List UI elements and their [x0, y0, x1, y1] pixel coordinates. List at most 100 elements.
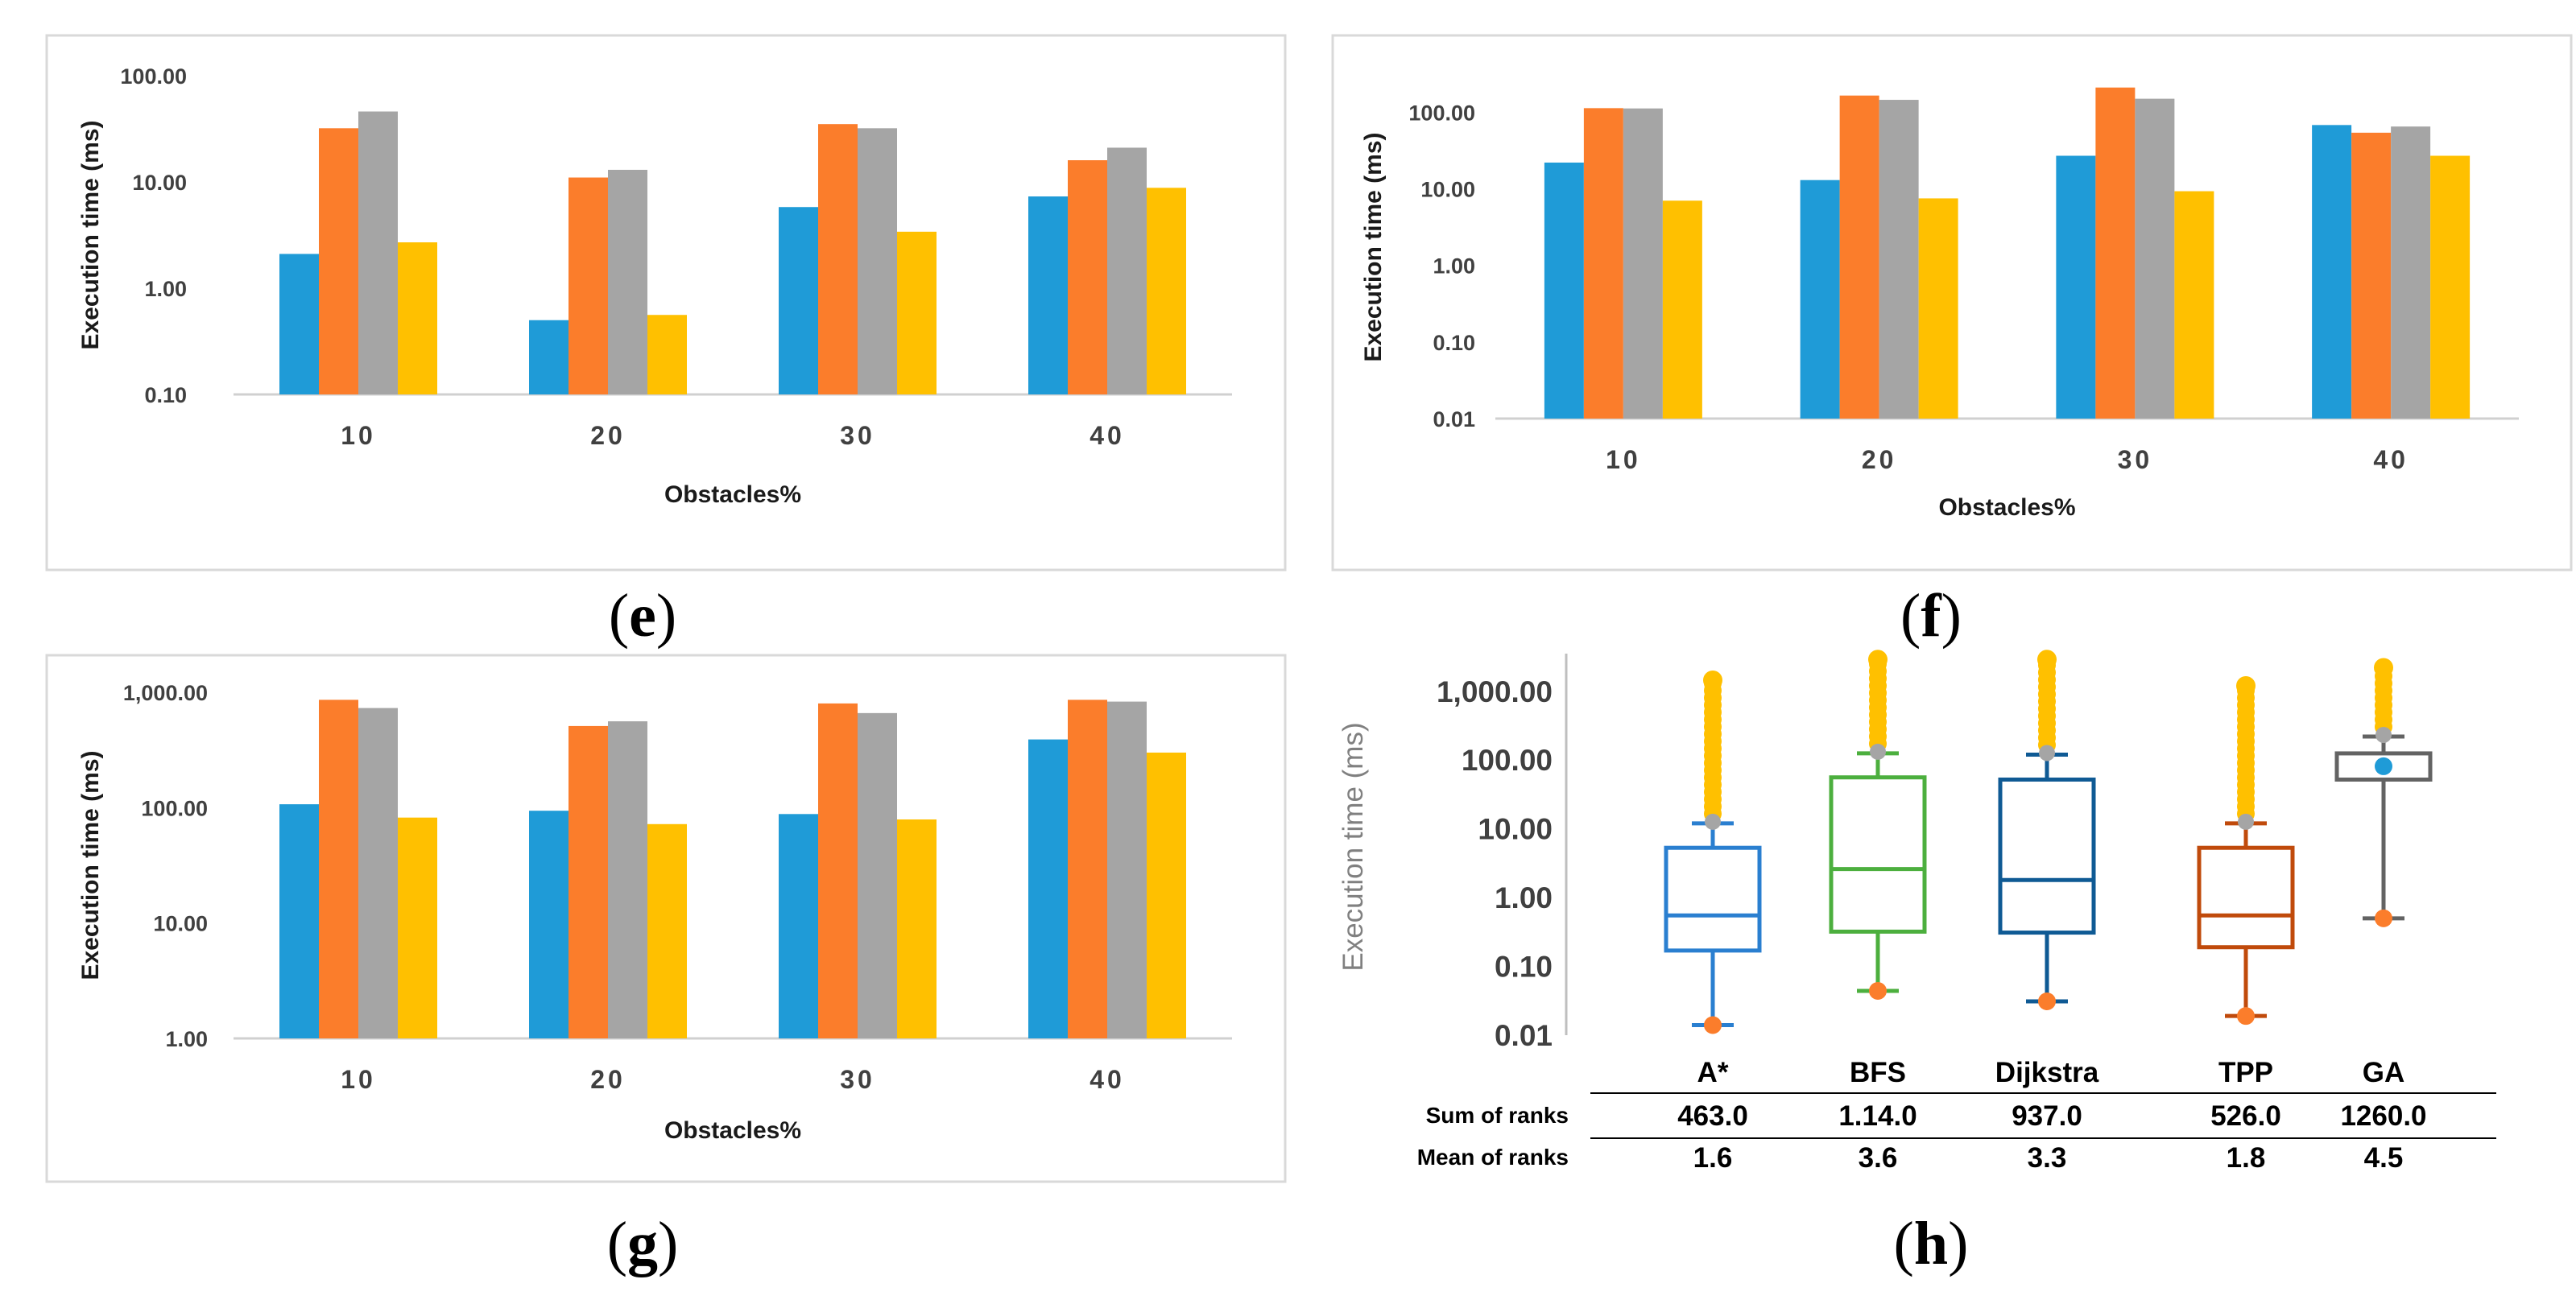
bar-dijkstra-30: [858, 128, 897, 395]
table-cell: 937.0: [2012, 1100, 2082, 1132]
ga-marker: [2375, 757, 2392, 775]
y-tick-label: 1.00: [1433, 254, 1475, 279]
bar-tpp-10: [398, 242, 437, 394]
y-tick-label: 0.01: [1495, 1019, 1553, 1052]
table-cell: 3.6: [1859, 1142, 1898, 1174]
y-tick-label: 100.00: [1408, 101, 1475, 125]
bar-astar-40: [1028, 739, 1068, 1038]
max-marker-ga: [2375, 726, 2392, 743]
bar-astar-20: [1800, 180, 1840, 419]
x-tick-label: 20: [590, 1065, 626, 1094]
outliers-bfs: [1868, 650, 1888, 753]
bar-dijkstra-20: [1879, 100, 1919, 419]
table-cell: 1.14.0: [1838, 1100, 1916, 1132]
y-axis-title: Execution time (ms): [77, 750, 104, 980]
x-tick-label: 40: [1090, 1065, 1125, 1094]
panel-h: 0.01 0.10 1.00 10.00 100.00 1,000.00 Execution…: [1338, 650, 2496, 1174]
table-cell: 1260.0: [2340, 1100, 2426, 1132]
y-tick-label: 100.00: [141, 796, 208, 820]
bar-dijkstra-10: [358, 111, 398, 394]
table-cell: 1.8: [2227, 1142, 2266, 1174]
bar-astar-10: [279, 804, 319, 1038]
table-cell: 526.0: [2210, 1100, 2281, 1132]
panel-g: 1.00 10.00 100.00 1,000.00 10 20 30 40 Obstacles…: [77, 681, 1232, 1144]
caption-h: (h): [1894, 1210, 1969, 1277]
outliers-ga: [2374, 658, 2393, 736]
max-marker-tpp: [2238, 813, 2254, 830]
y-tick-label: 0.10: [1495, 951, 1553, 984]
category-label-tpp: TPP: [2218, 1057, 2273, 1088]
y-tick-label: 1.00: [144, 277, 187, 301]
bar-bfs-40: [1068, 160, 1107, 395]
outliers-dijkstra: [2037, 650, 2057, 754]
x-tick-label: 20: [590, 421, 626, 450]
y-tick-label: 1.00: [165, 1027, 208, 1051]
bar-bfs-40: [2351, 132, 2392, 419]
x-axis-title: Obstacles%: [664, 1117, 801, 1144]
x-tick-label: 10: [341, 1065, 376, 1094]
bar-bfs-30: [818, 703, 858, 1038]
bar-bfs-30: [2095, 87, 2136, 419]
bar-bfs-20: [569, 725, 608, 1038]
y-axis-title: Execution time (ms): [77, 120, 104, 349]
bar-dijkstra-40: [1107, 147, 1147, 395]
x-axis-title: Obstacles%: [664, 481, 801, 508]
y-tick-label: 0.10: [144, 383, 187, 407]
x-axis-title: Obstacles%: [1938, 494, 2075, 521]
min-marker-bfs: [1869, 982, 1887, 1001]
y-tick-label: 10.00: [1420, 178, 1475, 202]
bar-dijkstra-10: [358, 708, 398, 1038]
x-tick-label: 40: [1090, 421, 1125, 450]
bar-astar-20: [529, 320, 569, 394]
y-tick-label: 0.01: [1433, 407, 1475, 431]
bar-tpp-40: [1147, 752, 1186, 1038]
x-tick-label: 30: [840, 1065, 875, 1094]
bar-tpp-10: [1662, 200, 1702, 419]
x-tick-label: 10: [1606, 445, 1641, 474]
bar-astar-10: [279, 254, 319, 394]
bar-astar-30: [2056, 155, 2096, 419]
outliers-tpp: [2236, 676, 2256, 823]
bar-dijkstra-20: [608, 169, 647, 394]
bar-astar-10: [1544, 162, 1584, 419]
y-tick-label: 1,000.00: [1437, 675, 1553, 708]
bar-dijkstra-30: [858, 712, 897, 1038]
category-label-astar: A*: [1697, 1057, 1729, 1088]
y-tick-label: 10.00: [1478, 813, 1553, 846]
y-tick-label: 1,000.00: [123, 681, 208, 705]
bar-dijkstra-10: [1623, 108, 1663, 419]
bar-tpp-30: [897, 819, 937, 1038]
outlier-point-top: [1703, 670, 1722, 690]
bar-dijkstra-40: [2391, 126, 2431, 419]
outlier-point-top: [1868, 650, 1888, 670]
y-tick-label: 1.00: [1495, 881, 1553, 914]
panel-e: 0.10 1.00 10.00 100.00 10 20 30 40 Obstacles% Exe…: [77, 64, 1232, 508]
caption-e: (e): [609, 582, 676, 650]
x-tick-label: 20: [1862, 445, 1897, 474]
bar-astar-30: [779, 207, 818, 394]
min-marker-dijkstra: [2038, 993, 2056, 1011]
y-tick-label: 10.00: [132, 171, 187, 195]
bar-astar-20: [529, 811, 569, 1038]
bar-dijkstra-40: [1107, 701, 1147, 1038]
y-axis-title: Execution time (ms): [1338, 722, 1369, 971]
bar-tpp-20: [647, 823, 687, 1038]
bar-bfs-10: [319, 128, 358, 395]
bar-tpp-10: [398, 817, 437, 1038]
bar-bfs-30: [818, 124, 858, 394]
y-tick-label: 100.00: [120, 64, 187, 89]
box-tpp: [2197, 845, 2295, 950]
table-cell: 4.5: [2364, 1142, 2404, 1174]
category-label-dijkstra: Dijkstra: [1995, 1057, 2099, 1088]
x-tick-label: 30: [840, 421, 875, 450]
outliers-astar: [1703, 670, 1722, 823]
max-marker-dijkstra: [2039, 745, 2055, 761]
bar-tpp-20: [647, 315, 687, 394]
box-astar: [1664, 845, 1762, 953]
outlier-point-top: [2236, 676, 2256, 696]
category-label-ga: GA: [2363, 1057, 2405, 1088]
box-bfs: [1829, 775, 1927, 934]
box-dijkstra: [1998, 777, 2096, 935]
bar-bfs-10: [1583, 108, 1623, 419]
caption-f: (f): [1900, 582, 1962, 650]
